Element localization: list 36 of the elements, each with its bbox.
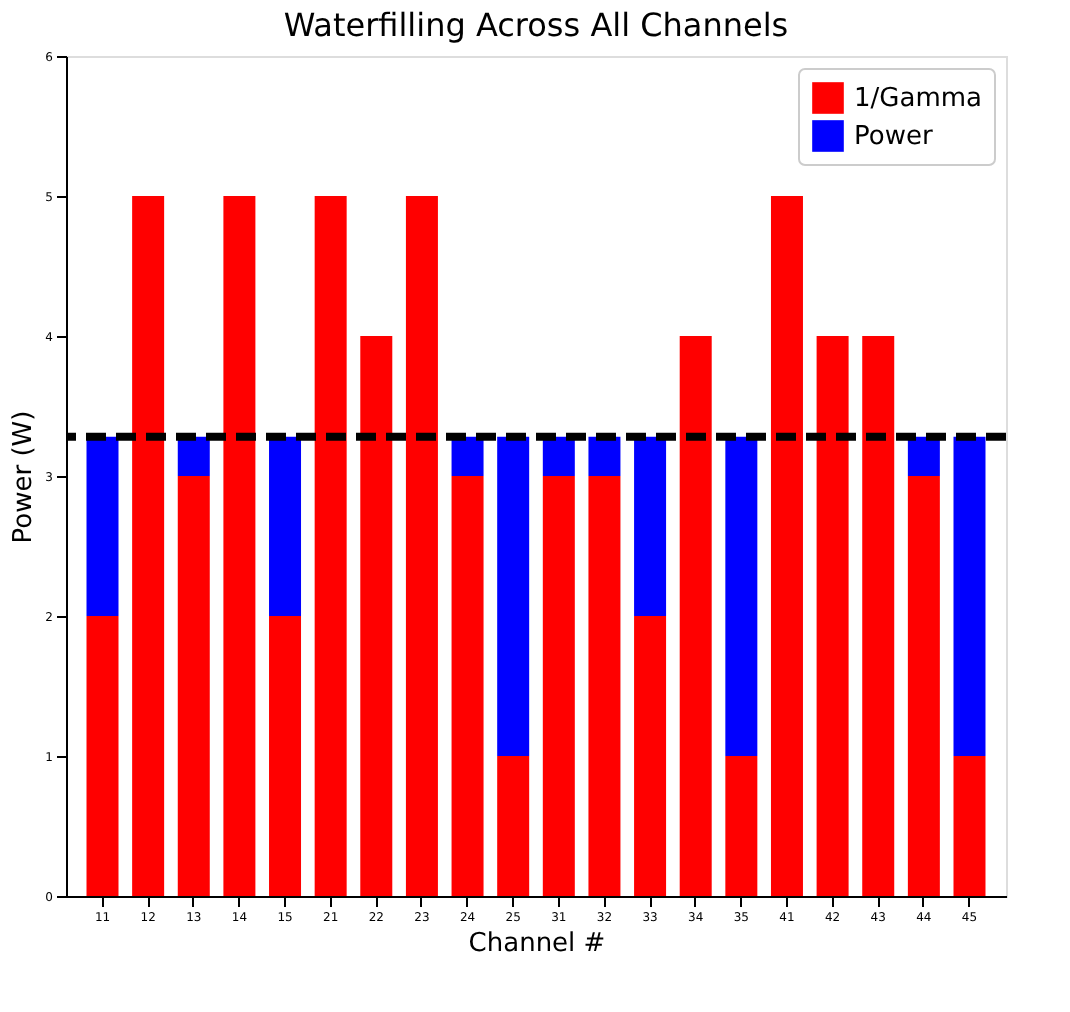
bar: [816, 336, 849, 896]
bar: [725, 756, 758, 896]
legend-label: Power: [854, 122, 934, 152]
x-axis-title: Channel #: [468, 929, 606, 959]
bar: [725, 436, 758, 756]
bar: [132, 196, 165, 896]
bar: [588, 476, 621, 896]
bar: [86, 436, 119, 616]
bar: [907, 436, 940, 476]
bar: [953, 436, 986, 756]
chart-title: Waterfilling Across All Channels: [283, 6, 789, 44]
legend-label: 1/Gamma: [854, 84, 982, 114]
bar: [223, 196, 256, 896]
bar: [451, 476, 484, 896]
bar: [862, 336, 895, 896]
bar: [497, 756, 530, 896]
bar: [314, 196, 347, 896]
bar: [634, 436, 667, 616]
bar: [634, 616, 667, 896]
bar: [177, 476, 210, 896]
bar: [953, 756, 986, 896]
bar: [405, 196, 438, 896]
bar: [86, 616, 119, 896]
bar: [542, 476, 575, 896]
bar: [269, 436, 302, 616]
bar: [177, 436, 210, 476]
bar: [360, 336, 393, 896]
bar: [451, 436, 484, 476]
bar: [907, 476, 940, 896]
bar: [588, 436, 621, 476]
bar: [679, 336, 712, 896]
bar: [542, 436, 575, 476]
bar: [497, 436, 530, 756]
bar: [269, 616, 302, 896]
bar: [770, 196, 803, 896]
y-axis-title: Power (W): [9, 410, 40, 544]
